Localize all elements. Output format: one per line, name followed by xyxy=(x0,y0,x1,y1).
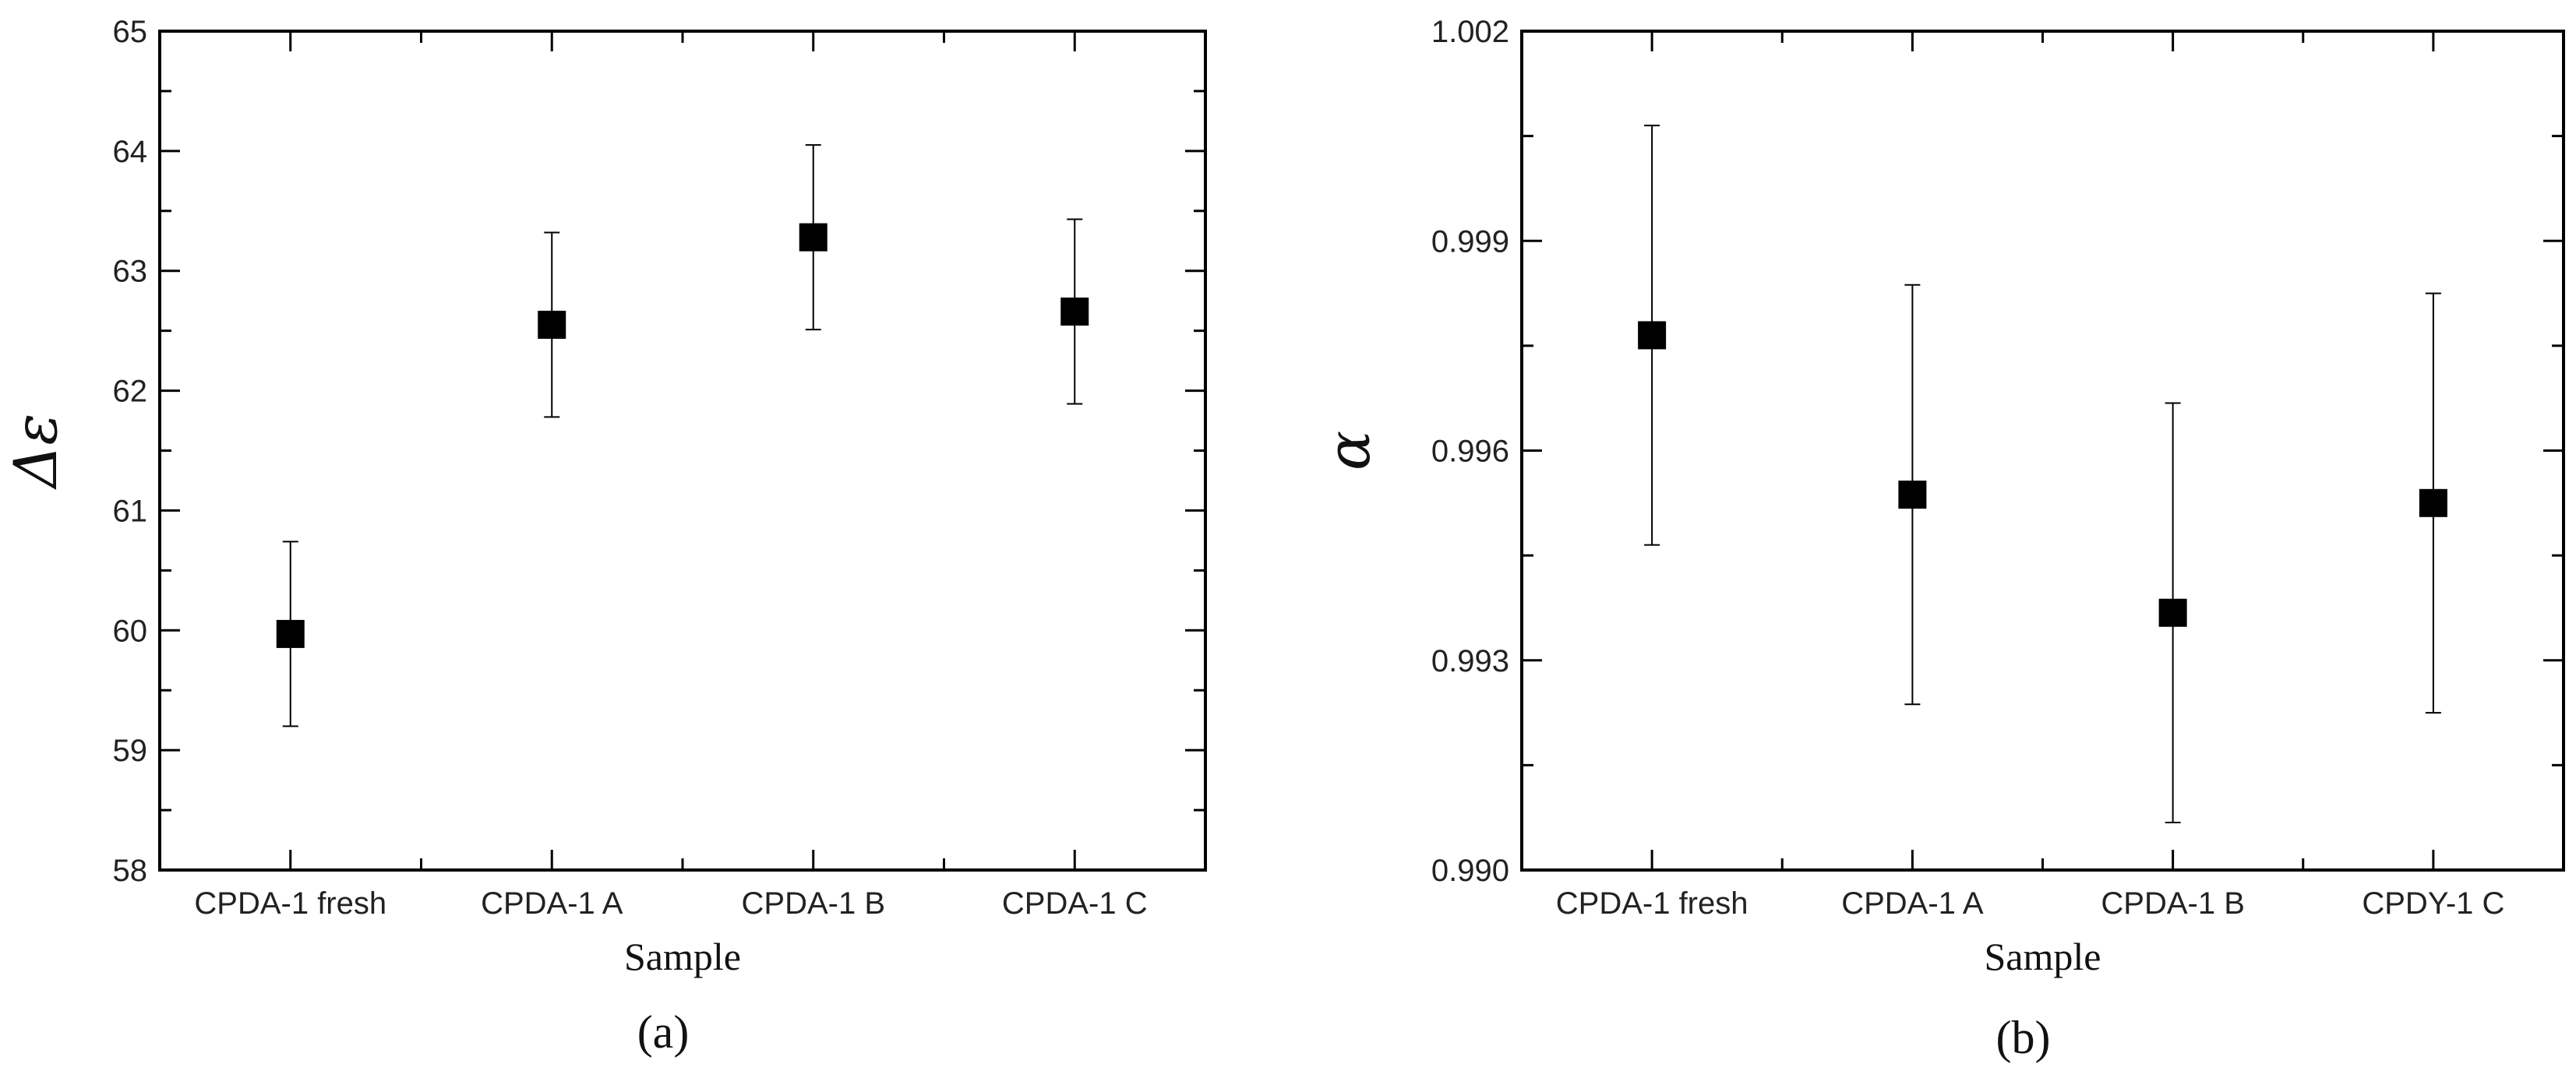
data-point xyxy=(2419,488,2447,517)
data-point xyxy=(1060,298,1089,326)
y-tick-label: 0.999 xyxy=(1431,224,1509,259)
plot-frame xyxy=(158,30,1207,872)
data-point xyxy=(276,619,305,648)
plot-frame xyxy=(1520,30,2565,872)
x-tick-label: CPDA-1 A xyxy=(481,886,623,921)
y-tick-label: 60 xyxy=(113,614,148,648)
y-tick-label: 1.002 xyxy=(1431,15,1509,49)
data-point xyxy=(538,310,566,339)
data-point xyxy=(2158,598,2187,627)
x-tick-label: CPDY-1 C xyxy=(2362,886,2504,921)
y-tick-label: 64 xyxy=(113,135,148,169)
y-tick-label: 59 xyxy=(113,734,148,768)
x-tick-label: CPDA-1 A xyxy=(1841,886,1984,921)
x-axis-title: Sample xyxy=(624,935,741,978)
x-tick-label: CPDA-1 B xyxy=(742,886,886,921)
panel-b: 0.990 0.993 0.996 0.999 1.002 CPDA-1 fresh CPD… xyxy=(1314,15,2565,1063)
y-tick-label: 62 xyxy=(113,375,148,409)
data-point xyxy=(1638,321,1667,350)
data-point xyxy=(1898,481,1927,509)
y-tick-label: 0.996 xyxy=(1431,435,1509,469)
y-axis-title: α xyxy=(1314,431,1383,470)
y-tick-label: 0.993 xyxy=(1431,644,1509,678)
x-tick-label: CPDA-1 B xyxy=(2101,886,2245,921)
y-tick-label: 63 xyxy=(113,255,148,289)
panel-label: (b) xyxy=(1996,1012,2051,1063)
y-tick-label: 0.990 xyxy=(1431,854,1509,888)
y-tick-label: 58 xyxy=(113,854,148,888)
data-point xyxy=(799,223,827,252)
x-tick-label: CPDA-1 fresh xyxy=(194,886,386,921)
panel-a: 58 59 60 61 62 63 64 65 CPDA-1 fresh CPDA-1 A CPDA… xyxy=(1,15,1207,1058)
x-tick-label: CPDA-1 fresh xyxy=(1556,886,1749,921)
y-axis-title: Δε xyxy=(1,414,70,491)
x-tick-label: CPDA-1 C xyxy=(1002,886,1148,921)
panel-label: (a) xyxy=(637,1006,690,1058)
x-axis-title: Sample xyxy=(1985,935,2101,978)
y-tick-label: 61 xyxy=(113,494,148,528)
y-tick-label: 65 xyxy=(113,15,148,49)
